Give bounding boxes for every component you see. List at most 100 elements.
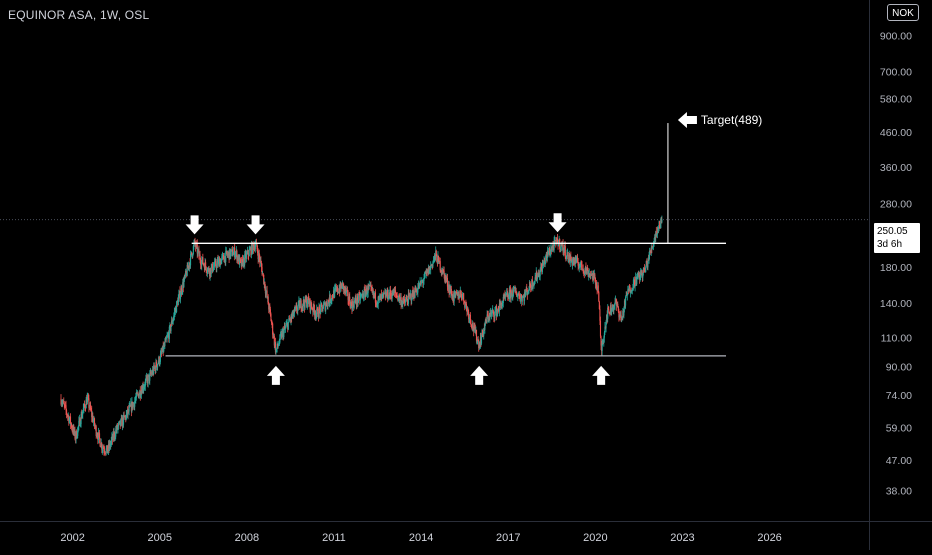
currency-badge[interactable]: NOK <box>887 4 919 21</box>
candle-body <box>355 298 357 303</box>
candle-body <box>250 248 252 256</box>
candle-body <box>518 294 521 299</box>
candle-body <box>572 261 574 265</box>
candle-body <box>530 287 532 289</box>
candle-body <box>420 281 422 285</box>
candle-body <box>520 296 522 298</box>
candle-body <box>405 298 407 300</box>
arrow-down-icon[interactable] <box>246 215 265 235</box>
candle-body <box>499 303 501 305</box>
candle-body <box>449 287 451 293</box>
candle-body <box>64 405 67 406</box>
candle-body <box>93 418 95 422</box>
candle-body <box>654 236 656 243</box>
candle-body <box>282 330 284 332</box>
candle-body <box>635 277 637 285</box>
candle-body <box>203 265 206 271</box>
candle-body <box>541 267 543 273</box>
candle-body <box>523 292 526 301</box>
candle-body <box>248 249 250 256</box>
candle-body <box>62 402 64 404</box>
candle-body <box>484 319 486 325</box>
candle-body <box>362 293 364 298</box>
candle-body <box>172 321 174 324</box>
candle-body <box>234 247 236 258</box>
candle-body <box>422 281 424 283</box>
arrow-down-icon[interactable] <box>185 215 204 235</box>
candle-body <box>459 291 461 297</box>
candle-body <box>128 409 130 412</box>
candle-body <box>308 299 311 305</box>
candle-body <box>617 306 619 312</box>
candle-body <box>319 309 321 314</box>
candle-body <box>371 288 373 292</box>
candle-body <box>147 378 149 384</box>
candle-body <box>657 228 659 230</box>
arrow-up-icon[interactable] <box>266 365 285 385</box>
candle-body <box>477 339 479 341</box>
candle-body <box>551 245 553 248</box>
candle-body <box>537 272 540 274</box>
candle-body <box>183 280 185 288</box>
arrow-up-icon[interactable] <box>470 365 489 385</box>
arrow-left-icon[interactable] <box>677 112 697 129</box>
candle-body <box>230 249 232 252</box>
candle-body <box>345 290 347 293</box>
candle-body <box>641 272 643 274</box>
candle-body <box>219 258 221 267</box>
candle-body <box>648 255 650 261</box>
candle-body <box>628 286 630 292</box>
candle-body <box>512 296 514 297</box>
candle-body <box>621 317 623 319</box>
candle-body <box>332 297 334 299</box>
candle-body <box>296 310 298 312</box>
candle-body <box>464 303 466 308</box>
candle-body <box>661 219 663 223</box>
candle-body <box>416 290 418 293</box>
candle-body <box>483 328 485 336</box>
candle-body <box>243 258 245 267</box>
candle-body <box>310 301 312 310</box>
y-tick-label: 180.00 <box>880 262 912 274</box>
candle-body <box>224 256 226 262</box>
candle-body <box>97 432 99 440</box>
candle-body <box>577 257 579 263</box>
y-tick-label: 110.00 <box>881 333 912 345</box>
candle-body <box>344 286 346 291</box>
arrow-up-icon[interactable] <box>592 365 611 385</box>
candle-body <box>417 287 419 293</box>
candle-body <box>300 300 302 303</box>
candle-body <box>526 289 528 295</box>
candle-body <box>453 292 455 302</box>
candle-body <box>168 326 170 340</box>
candle-body <box>92 415 94 423</box>
candle-body <box>87 397 89 399</box>
candle-body <box>281 331 283 339</box>
candle-body <box>173 312 175 316</box>
candle-body <box>279 335 281 343</box>
candle-body <box>110 440 112 444</box>
candle-body <box>364 289 366 297</box>
candle-body <box>205 266 207 271</box>
candle-body <box>455 291 457 293</box>
chart-title: EQUINOR ASA, 1W, OSL <box>8 8 150 22</box>
candle-body <box>270 321 273 324</box>
candle-body <box>300 300 302 310</box>
candle-body <box>214 261 216 267</box>
candle-body <box>263 281 265 284</box>
candle-body <box>62 400 64 403</box>
candle-body <box>346 290 349 292</box>
candle-body <box>394 290 397 294</box>
candle-body <box>114 436 116 438</box>
candle-body <box>588 273 590 275</box>
candle-body <box>131 401 134 409</box>
candle-body <box>198 249 200 256</box>
candle-body <box>109 442 111 449</box>
candle-body <box>638 275 640 277</box>
arrow-down-icon[interactable] <box>548 213 567 233</box>
candle-body <box>526 288 528 290</box>
candle-body <box>549 253 551 255</box>
candle-body <box>315 314 317 317</box>
candle-body <box>548 248 550 253</box>
